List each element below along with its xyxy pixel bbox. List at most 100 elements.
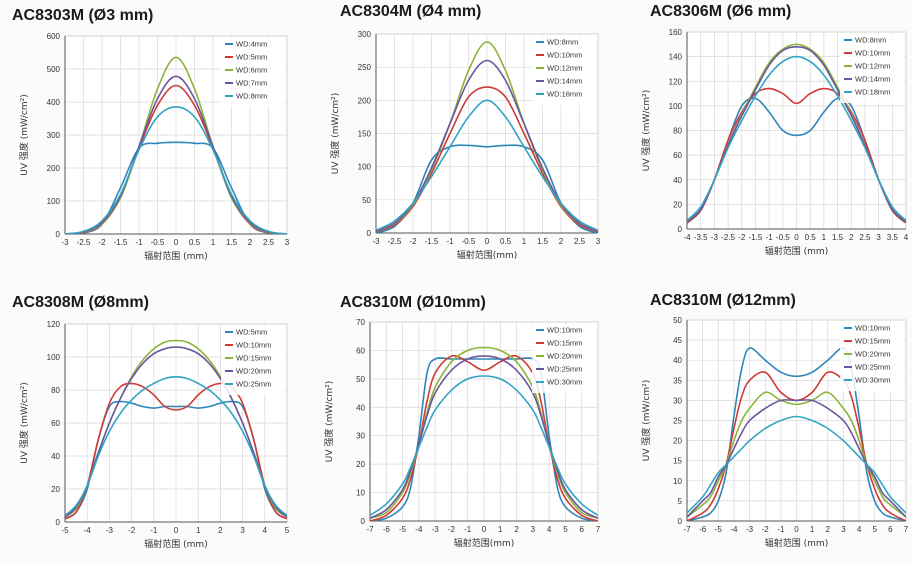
- x-tick-label: -5: [715, 525, 723, 534]
- legend-label: WD:10mm: [855, 324, 890, 333]
- series-group: [65, 56, 287, 234]
- series-line: [687, 415, 906, 514]
- y-tick-label: 0: [361, 517, 366, 526]
- x-tick-label: -1: [777, 525, 785, 534]
- x-tick-label: -5: [399, 525, 407, 534]
- series-group: [376, 41, 598, 233]
- x-tick-label: -2: [448, 525, 456, 534]
- legend-label: WD:15mm: [855, 337, 890, 346]
- x-tick-label: 5: [563, 525, 568, 534]
- y-tick-label: 30: [673, 396, 682, 405]
- legend-label: WD:18mm: [855, 88, 890, 97]
- x-axis-label: 辐射范围 (mm): [765, 537, 828, 549]
- series-line: [65, 346, 287, 518]
- x-tick-label: -0.5: [462, 237, 476, 246]
- chart-title: AC8303M (Ø3 mm): [12, 7, 153, 24]
- chart-title: AC8304M (Ø4 mm): [340, 3, 481, 20]
- x-tick-label: 0.5: [500, 237, 512, 246]
- series-group: [687, 43, 906, 224]
- x-tick-label: 1: [211, 238, 216, 247]
- x-tick-label: 2: [514, 525, 519, 534]
- y-tick-label: 80: [673, 127, 682, 136]
- y-tick-label: 150: [358, 130, 372, 139]
- chart-title: AC8310M (Ø12mm): [650, 292, 796, 309]
- x-tick-label: -0.5: [776, 233, 790, 242]
- x-tick-label: 0: [485, 237, 490, 246]
- x-tick-label: -2: [762, 525, 770, 534]
- legend: WD:4mm WD:5mm WD:6mm WD:7mm WD:8mm: [221, 38, 285, 107]
- y-tick-label: 100: [47, 197, 61, 206]
- y-tick-label: 100: [358, 163, 372, 172]
- x-tick-label: -4: [683, 233, 691, 242]
- y-tick-label: 45: [673, 336, 682, 345]
- y-tick-label: 70: [356, 318, 365, 327]
- x-axis-label: 辐射范围(mm): [454, 537, 515, 549]
- x-tick-label: 2.5: [263, 238, 275, 247]
- x-axis-label: 辐射范围 (mm): [144, 250, 207, 262]
- x-tick-label: 1.5: [832, 233, 844, 242]
- x-tick-label: 7: [904, 525, 909, 534]
- y-tick-label: 40: [51, 452, 60, 461]
- legend-label: WD:20mm: [236, 367, 271, 376]
- x-tick-label: -4: [84, 526, 92, 535]
- x-tick-label: 1: [822, 233, 827, 242]
- x-tick-label: 3: [841, 525, 846, 534]
- x-tick-label: 2: [849, 233, 854, 242]
- legend-label: WD:8mm: [236, 92, 267, 101]
- y-axis-label: UV 强度 (mW/cm²): [18, 382, 30, 464]
- legend-label: WD:30mm: [855, 376, 890, 385]
- series-line: [687, 391, 906, 518]
- chart-title: AC8306M (Ø6 mm): [650, 3, 791, 20]
- chart-panel-1: AC8303M (Ø3 mm) -3 -2.5 -2 -1.5 -1 -0.5 0 0.5 1 1.…: [12, 7, 290, 262]
- y-tick-label: 400: [47, 98, 61, 107]
- x-tick-label: 0: [794, 525, 799, 534]
- chart-title: AC8310M (Ø10mm): [340, 294, 486, 311]
- x-tick-label: 4: [904, 233, 909, 242]
- x-tick-label: 4: [857, 525, 862, 534]
- x-tick-label: -2.5: [77, 238, 91, 247]
- x-tick-label: -6: [699, 525, 707, 534]
- chart-panel-6: AC8310M (Ø12mm)-7 -6 -5 -4 -3 -2 -1 0 1 2 3 4 5 6 7051…: [640, 292, 909, 549]
- x-tick-label: -2: [128, 526, 136, 535]
- series-line: [370, 346, 598, 519]
- series-line: [370, 354, 598, 521]
- x-tick-label: 3: [240, 526, 245, 535]
- y-tick-label: 0: [678, 517, 683, 526]
- x-tick-label: 4: [547, 525, 552, 534]
- x-tick-label: -3: [61, 238, 69, 247]
- series-line: [370, 355, 598, 519]
- x-tick-label: -2.5: [721, 233, 735, 242]
- y-tick-label: 50: [356, 375, 365, 384]
- y-tick-label: 100: [669, 102, 683, 111]
- y-tick-label: 20: [356, 460, 365, 469]
- chart-panel-2: AC8304M (Ø4 mm) -3 -2.5 -2 -1.5 -1 -0.5 0 0.5 1 1.…: [329, 3, 601, 261]
- x-tick-label: -3: [106, 526, 114, 535]
- y-tick-label: 140: [669, 53, 683, 62]
- series-line: [65, 376, 287, 517]
- y-axis-label: UV 强度 (mW/cm²): [640, 380, 652, 462]
- y-tick-label: 40: [356, 403, 365, 412]
- legend-label: WD:16mm: [547, 90, 582, 99]
- x-axis-label: 辐射范围 (mm): [765, 245, 828, 257]
- x-tick-label: 1: [196, 526, 201, 535]
- chart-title: AC8308M (Ø8mm): [12, 294, 149, 311]
- legend-label: WD:12mm: [855, 62, 890, 71]
- y-tick-label: 100: [47, 353, 61, 362]
- legend-label: WD:14mm: [855, 75, 890, 84]
- y-tick-label: 10: [356, 489, 365, 498]
- x-tick-label: 0.5: [189, 238, 201, 247]
- chart-panel-3: AC8306M (Ø6 mm) -4 -3.5 -3 -2.5 -2 -1.5 -1 -0.5 0…: [640, 3, 909, 257]
- legend-label: WD:10mm: [855, 49, 890, 58]
- x-tick-label: -1: [150, 526, 158, 535]
- x-tick-label: -1.5: [425, 237, 439, 246]
- y-tick-label: 0: [678, 225, 683, 234]
- y-tick-label: 35: [673, 376, 682, 385]
- x-tick-label: -2: [98, 238, 106, 247]
- x-tick-label: -4: [415, 525, 423, 534]
- x-tick-label: -1: [135, 238, 143, 247]
- x-tick-label: 7: [596, 525, 601, 534]
- series-group: [687, 347, 906, 521]
- y-tick-label: 250: [358, 63, 372, 72]
